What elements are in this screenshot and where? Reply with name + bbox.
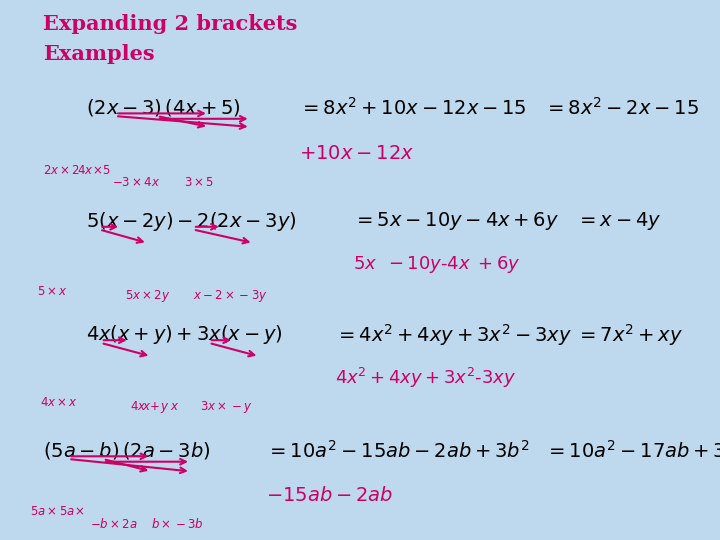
Text: $4x(x + y) + 3x(x - y)$: $4x(x + y) + 3x(x - y)$ [86, 323, 283, 346]
Text: $= 10a^2 - 17ab + 3b^2$: $= 10a^2 - 17ab + 3b^2$ [545, 440, 720, 462]
Text: $(5a - b)\,(2a - 3b)$: $(5a - b)\,(2a - 3b)$ [43, 441, 211, 461]
Text: $5a \times 5a\!\times$: $5a \times 5a\!\times$ [30, 505, 85, 518]
Text: $5(x - 2y) - 2(2x - 3y)$: $5(x - 2y) - 2(2x - 3y)$ [86, 210, 297, 233]
Text: $= 8x^2 + 10x - 12x - 15$: $= 8x^2 + 10x - 12x - 15$ [299, 97, 526, 119]
Text: $= 5x - 10y - 4x + 6y$: $= 5x - 10y - 4x + 6y$ [353, 211, 559, 232]
Text: $3x \times -y$: $3x \times -y$ [200, 399, 253, 415]
Text: $-3 \times 4x$: $-3 \times 4x$ [112, 176, 160, 189]
Text: $= 10a^2 - 15ab - 2ab + 3b^2$: $= 10a^2 - 15ab - 2ab + 3b^2$ [266, 440, 531, 462]
Text: $5x \;\; -10y\text{-} 4x \; + 6y$: $5x \;\; -10y\text{-} 4x \; + 6y$ [353, 254, 520, 275]
Text: $5x \times 2y$: $5x \times 2y$ [125, 288, 170, 304]
Text: $= 7x^2 + xy$: $= 7x^2 + xy$ [576, 322, 683, 348]
Text: $5 \times x$: $5 \times x$ [37, 285, 68, 298]
Text: $= x - 4y$: $= x - 4y$ [576, 211, 662, 232]
Text: $+ 10x - 12x$: $+ 10x - 12x$ [299, 145, 414, 163]
Text: $= 4x^2 + 4xy + 3x^2 - 3xy$: $= 4x^2 + 4xy + 3x^2 - 3xy$ [335, 322, 572, 348]
Text: Examples: Examples [43, 44, 155, 64]
Text: $4x^2 + 4xy + 3x^2\text{-} 3xy$: $4x^2 + 4xy + 3x^2\text{-} 3xy$ [335, 366, 516, 390]
Text: $- 15ab - 2ab$: $- 15ab - 2ab$ [266, 485, 394, 505]
Text: $4x\!x\!+\!y\; x$: $4x\!x\!+\!y\; x$ [130, 399, 179, 415]
Text: $x - 2 \times - 3y$: $x - 2 \times - 3y$ [193, 288, 268, 304]
Text: $-b \times 2a$: $-b \times 2a$ [90, 517, 138, 531]
Text: $= 8x^2 - 2x - 15$: $= 8x^2 - 2x - 15$ [544, 97, 698, 119]
Text: $(2x - 3)\,(4x + 5)$: $(2x - 3)\,(4x + 5)$ [86, 98, 241, 118]
Text: $4x \times x$: $4x \times x$ [40, 396, 78, 409]
Text: $3 \times 5$: $3 \times 5$ [184, 176, 214, 189]
Text: $2x \times 2\!4x\!\times\!5$: $2x \times 2\!4x\!\times\!5$ [43, 164, 111, 177]
Text: $b \times -3b$: $b \times -3b$ [151, 517, 204, 531]
Text: Expanding 2 brackets: Expanding 2 brackets [43, 14, 297, 35]
